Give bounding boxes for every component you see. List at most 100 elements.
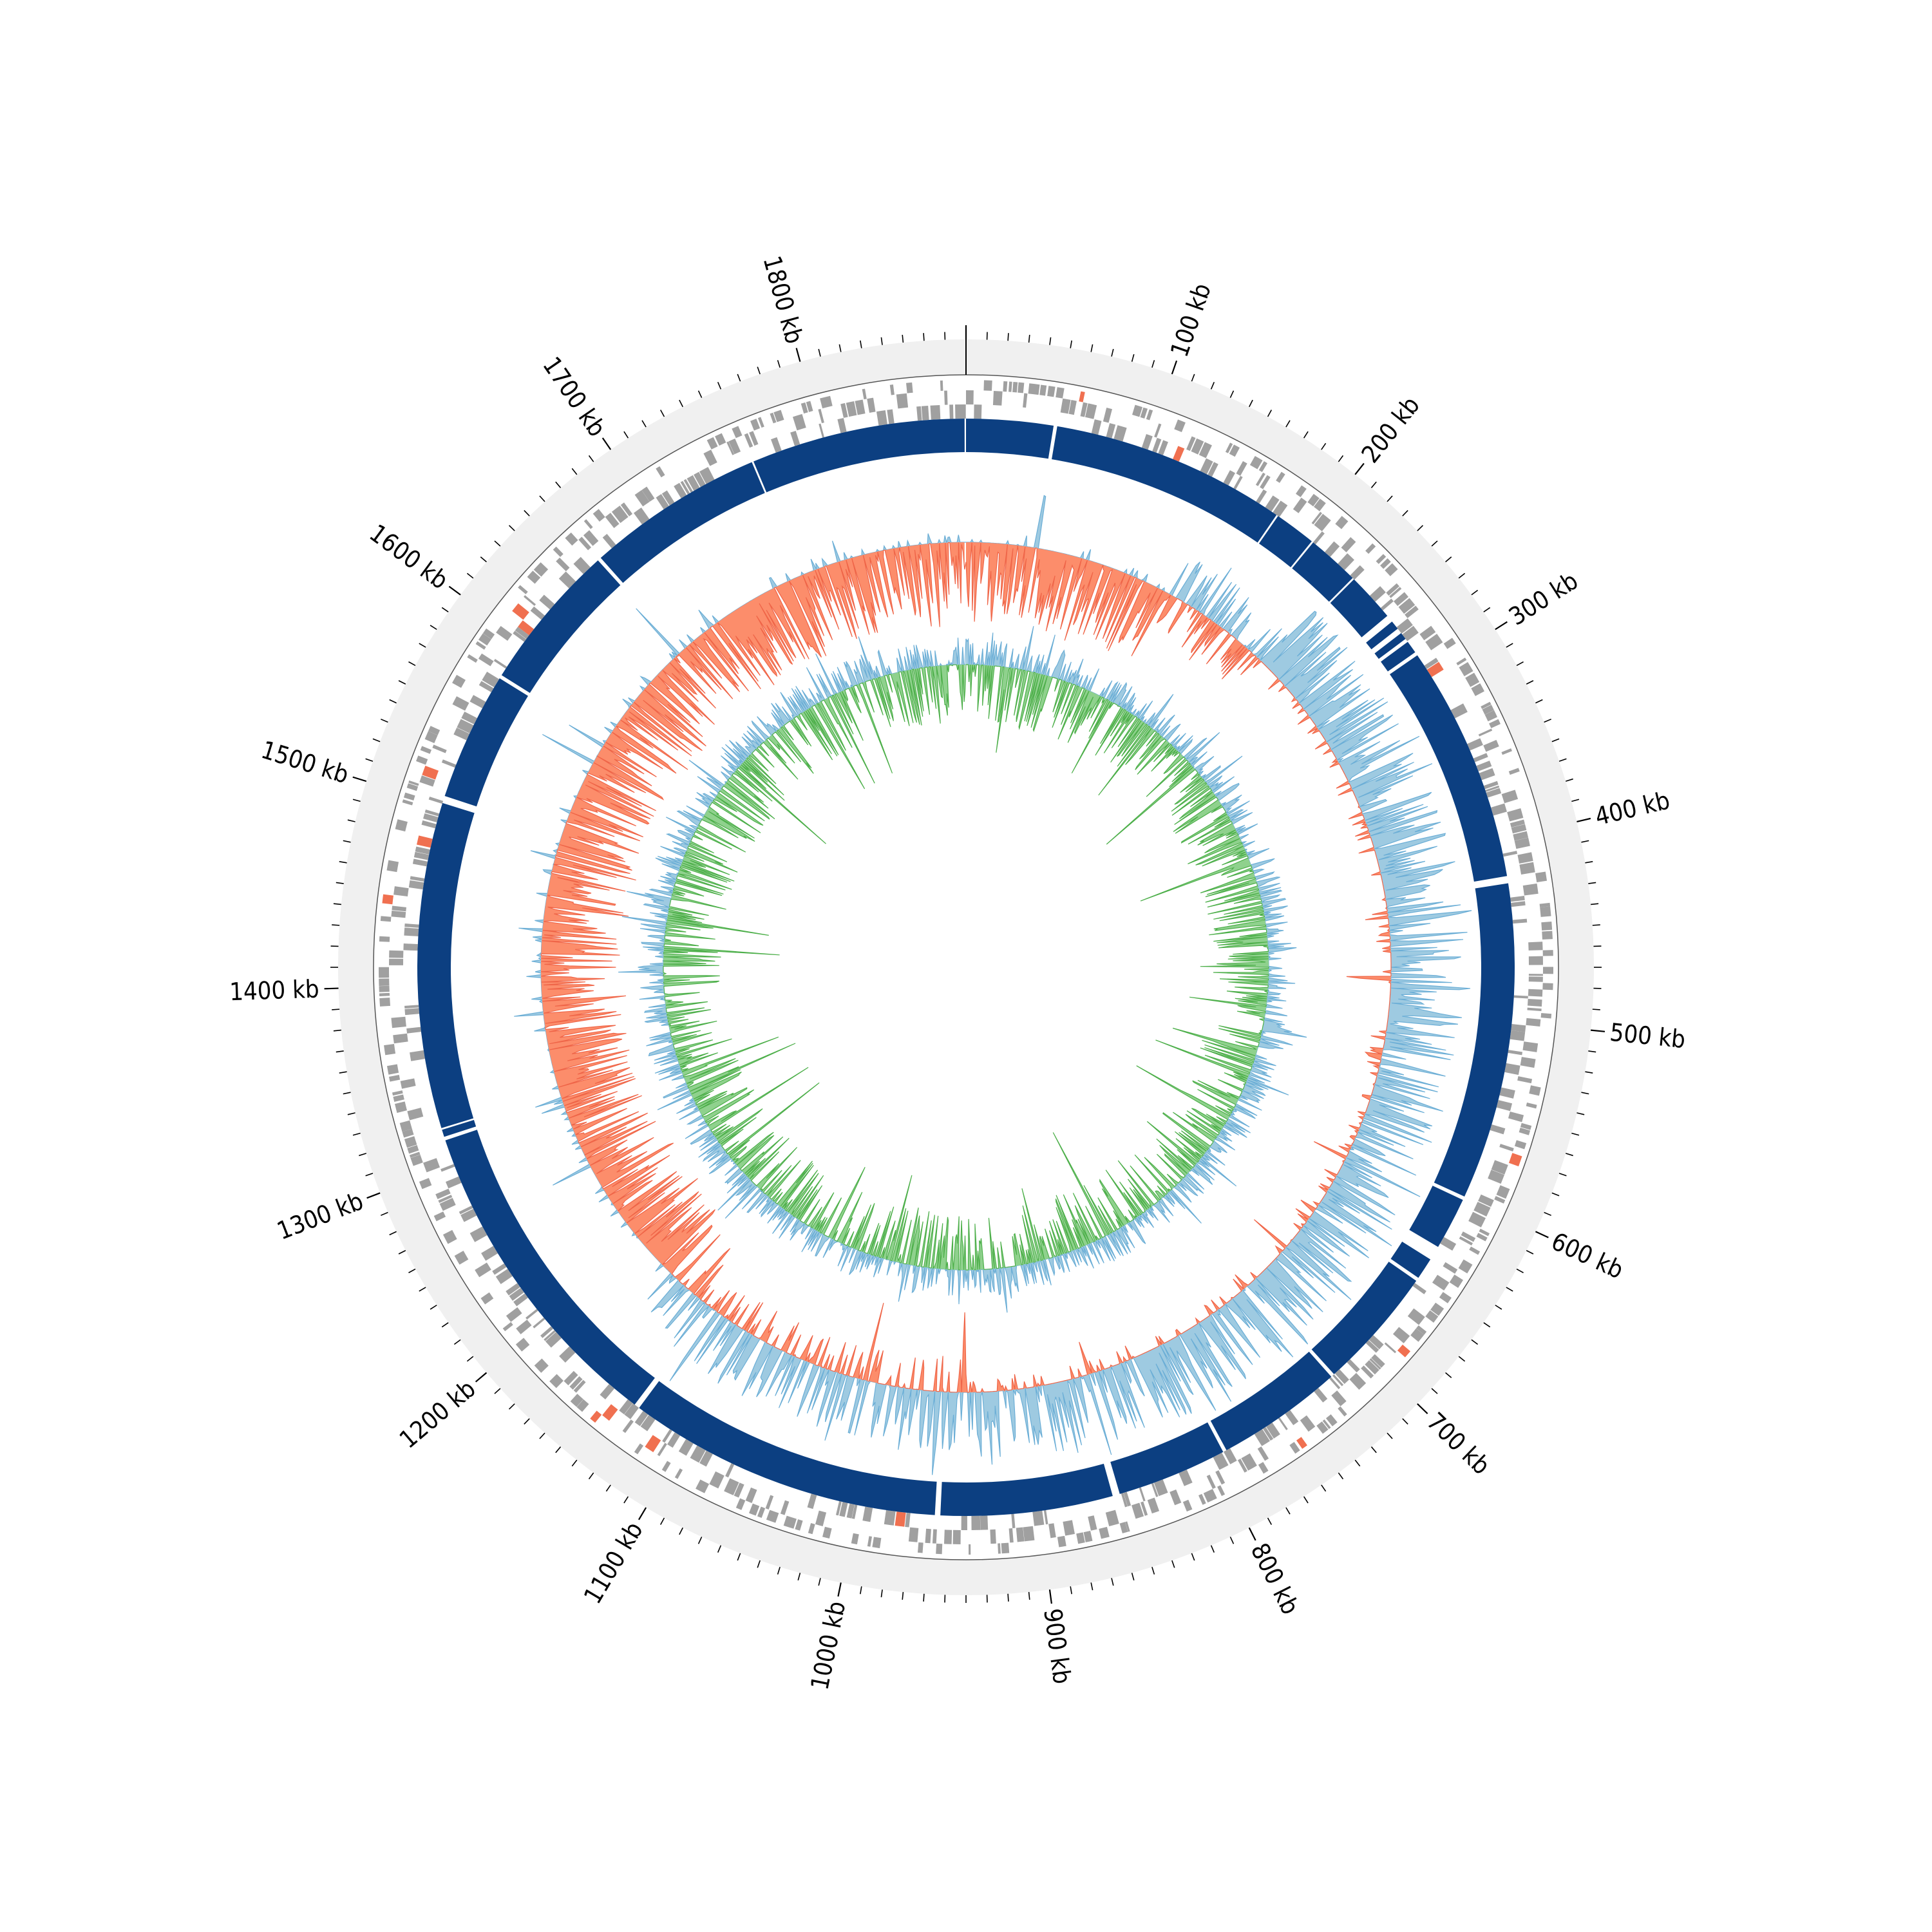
minor-tick: [818, 348, 821, 357]
major-tick: [1048, 1589, 1052, 1604]
feature-block: [1249, 456, 1263, 469]
feature-block: [1217, 1485, 1226, 1497]
feature-block: [1153, 1479, 1168, 1497]
feature-block: [1527, 998, 1542, 1007]
feature-block: [1331, 1390, 1347, 1406]
feature-block: [1499, 1087, 1515, 1099]
feature-block: [506, 1283, 520, 1296]
minor-tick: [1483, 1322, 1491, 1328]
feature-block: [1047, 386, 1056, 397]
feature-block: [422, 766, 439, 780]
minor-tick: [1210, 382, 1215, 390]
feature-block: [1365, 1340, 1379, 1353]
feature-block: [728, 438, 741, 455]
feature-block: [1520, 1057, 1536, 1068]
minor-tick: [659, 410, 665, 417]
minor-tick: [365, 758, 374, 762]
feature-block: [1223, 1448, 1237, 1464]
minor-tick: [1354, 1459, 1361, 1467]
feature-block: [690, 1445, 706, 1463]
feature-block: [1513, 995, 1528, 999]
minor-tick: [1338, 455, 1344, 462]
minor-tick: [1506, 1287, 1513, 1292]
feature-block: [790, 430, 800, 446]
feature-block: [1003, 381, 1008, 392]
minor-tick: [697, 390, 703, 398]
minor-tick: [389, 1231, 397, 1236]
feature-block: [413, 851, 430, 860]
feature-block: [1307, 493, 1320, 507]
minor-tick: [1303, 431, 1309, 439]
feature-block: [1542, 950, 1553, 956]
minor-tick: [1565, 778, 1573, 782]
minor-tick: [1191, 374, 1195, 382]
feature-block: [583, 519, 593, 529]
feature-block: [1314, 498, 1326, 511]
feature-block: [1443, 1262, 1458, 1274]
minor-tick: [524, 509, 530, 516]
feature-block: [1488, 1170, 1505, 1184]
major-tick: [638, 1507, 647, 1520]
minor-tick: [1229, 1537, 1235, 1544]
feature-block: [1384, 1342, 1397, 1354]
feature-block: [1262, 1426, 1274, 1441]
feature-block: [932, 1529, 937, 1544]
minor-tick: [1471, 1339, 1479, 1345]
tick-label: 600 kb: [1547, 1227, 1627, 1284]
feature-block: [1154, 423, 1162, 438]
feature-block: [600, 1384, 615, 1400]
minor-tick: [1321, 442, 1327, 450]
feature-block: [424, 810, 440, 817]
feature-block: [837, 417, 847, 433]
feature-block: [1502, 851, 1518, 857]
feature-block: [408, 880, 424, 890]
ruler-ring: [338, 339, 1594, 1595]
minor-tick: [1049, 337, 1052, 345]
feature-block: [379, 985, 390, 992]
feature-block: [709, 1471, 724, 1489]
feature-block: [961, 1515, 967, 1531]
feature-block: [1023, 1526, 1035, 1542]
feature-block: [515, 627, 529, 639]
feature-block: [887, 409, 895, 424]
feature-block: [862, 1506, 873, 1522]
feature-block: [1265, 495, 1280, 512]
gc-negative-line: [540, 542, 1392, 1393]
feature-block: [1103, 407, 1112, 423]
feature-block: [1504, 1063, 1520, 1075]
feature-block: [403, 943, 418, 951]
feature-block: [590, 1410, 602, 1423]
feature-block: [1032, 1510, 1045, 1526]
feature-block: [1479, 1228, 1490, 1236]
minor-tick: [588, 1472, 594, 1480]
minor-tick: [466, 573, 474, 579]
feature-block: [506, 1307, 522, 1322]
feature-block: [745, 1487, 757, 1503]
minor-tick: [508, 525, 515, 531]
minor-tick: [1387, 495, 1393, 502]
minor-tick: [641, 420, 647, 428]
minor-tick: [1458, 573, 1466, 579]
feature-block: [640, 1415, 656, 1432]
feature-block: [1173, 446, 1185, 462]
feature-block: [1517, 1076, 1533, 1084]
minor-tick: [1131, 354, 1135, 362]
feature-block: [1023, 393, 1028, 408]
minor-tick: [1551, 738, 1560, 743]
feature-block: [459, 1206, 473, 1215]
feature-block: [1300, 1415, 1316, 1432]
feature-block: [835, 1501, 842, 1516]
feature-block: [1397, 1344, 1411, 1358]
minor-tick: [1483, 607, 1491, 612]
minor-tick: [408, 1268, 416, 1274]
feature-block: [1056, 387, 1065, 399]
feature-block: [1276, 471, 1285, 483]
feature-block: [1186, 436, 1196, 451]
minor-tick: [1111, 348, 1114, 357]
feature-block: [461, 712, 477, 724]
major-tick: [475, 1372, 488, 1383]
feature-block: [1311, 511, 1322, 525]
minor-tick: [1565, 1153, 1573, 1157]
minor-tick: [659, 1517, 665, 1525]
contig-block: [1374, 632, 1406, 659]
